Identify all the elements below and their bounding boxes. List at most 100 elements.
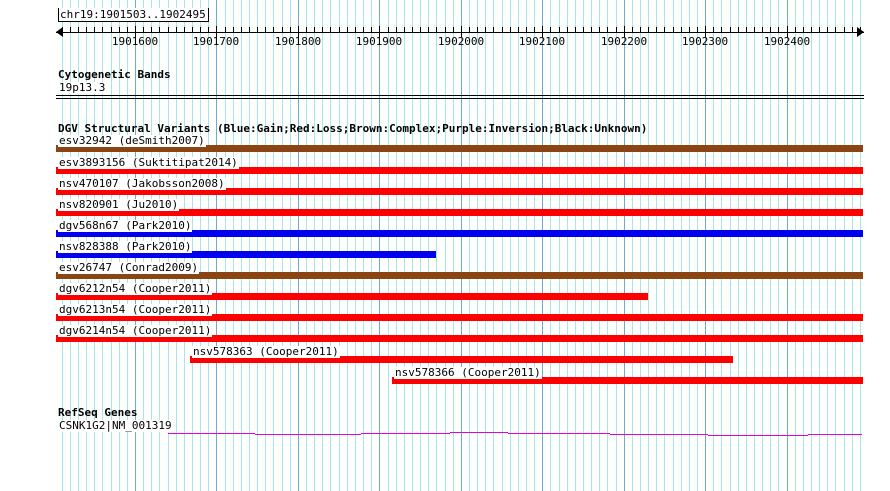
variant-label[interactable]: nsv470107 (Jakobsson2008) (58, 177, 226, 190)
gene-segment[interactable] (610, 434, 708, 435)
gridline-minor (469, 0, 470, 491)
variant-label[interactable]: esv32942 (deSmith2007) (58, 134, 206, 147)
variant-bar[interactable] (190, 356, 733, 363)
gridline-minor (697, 0, 698, 491)
ruler-tick-minor (355, 27, 356, 33)
ruler-tick-minor (632, 27, 633, 33)
gridline-minor (770, 0, 771, 491)
ruler-tick-minor (803, 27, 804, 33)
coordinate-ruler[interactable]: 1901600 1901700 1901800 1901900 1902000 19021… (56, 26, 864, 48)
variant-label[interactable]: nsv828388 (Park2010) (58, 240, 193, 253)
variant-bar[interactable] (56, 335, 863, 342)
variant-bar[interactable] (56, 230, 863, 237)
variant-label[interactable]: dgv6213n54 (Cooper2011) (58, 303, 213, 316)
ruler-tick-label: 1901600 (111, 35, 159, 48)
gridline-minor (559, 0, 560, 491)
gridline-minor (420, 0, 421, 491)
gene-segment[interactable] (508, 433, 610, 434)
ruler-tick-minor (860, 27, 861, 33)
gridline-minor (347, 0, 348, 491)
ruler-tick-minor (70, 27, 71, 33)
variant-label[interactable]: nsv578363 (Cooper2011) (192, 345, 340, 358)
ruler-tick-minor (314, 27, 315, 33)
ruler-tick-minor (664, 27, 665, 33)
variant-bar[interactable] (56, 145, 863, 152)
ruler-tick-minor (445, 27, 446, 33)
variant-label[interactable]: dgv6214n54 (Cooper2011) (58, 324, 213, 337)
ruler-tick-minor (844, 27, 845, 33)
ruler-tick-minor (469, 27, 470, 33)
ruler-tick-minor (485, 27, 486, 33)
gene-segment[interactable] (808, 434, 862, 435)
ruler-tick-minor (730, 27, 731, 33)
ruler-tick-minor (306, 27, 307, 33)
ruler-tick-minor (616, 27, 617, 33)
gridline-minor (550, 0, 551, 491)
variant-bar[interactable] (56, 209, 863, 216)
gene-segment[interactable] (255, 434, 361, 435)
variant-bar[interactable] (56, 293, 648, 300)
variant-bar[interactable] (56, 314, 863, 321)
ruler-tick-label: 1902300 (681, 35, 729, 48)
ruler-tick-label: 1902400 (763, 35, 811, 48)
variant-label[interactable]: esv3893156 (Suktitipat2014) (58, 156, 239, 169)
gridline-minor (803, 0, 804, 491)
variant-label[interactable]: esv26747 (Conrad2009) (58, 261, 200, 274)
ruler-tick-minor (502, 27, 503, 33)
variant-bar[interactable] (56, 167, 863, 174)
ruler-tick-minor (388, 27, 389, 33)
variant-bar[interactable] (56, 272, 863, 279)
gridline-minor (567, 0, 568, 491)
gridline-minor (404, 0, 405, 491)
gridline-minor (493, 0, 494, 491)
gridline-minor (575, 0, 576, 491)
ruler-tick-label: 1902200 (600, 35, 648, 48)
gridline-minor (526, 0, 527, 491)
region-coordinate-label: chr19:1901503..1902495 (58, 8, 209, 22)
gridline-minor (453, 0, 454, 491)
ruler-tick-minor (168, 27, 169, 33)
arrow-left-icon[interactable] (56, 27, 63, 37)
gene-segment[interactable] (361, 433, 450, 434)
gridline-minor (746, 0, 747, 491)
ruler-tick-minor (835, 27, 836, 33)
ruler-tick-minor (559, 27, 560, 33)
ruler-tick-minor (510, 27, 511, 33)
variant-label[interactable]: dgv6212n54 (Cooper2011) (58, 282, 213, 295)
ruler-tick-minor (746, 27, 747, 33)
ruler-tick-minor (640, 27, 641, 33)
ruler-tick-minor (225, 27, 226, 33)
ruler-tick-minor (811, 27, 812, 33)
variant-label[interactable]: nsv820901 (Ju2010) (58, 198, 180, 211)
variant-label[interactable]: nsv578366 (Cooper2011) (394, 366, 542, 379)
gridline-minor (844, 0, 845, 491)
cytoband-divider-top (56, 95, 864, 96)
variant-bar[interactable] (56, 188, 863, 195)
gene-segment[interactable] (450, 432, 508, 433)
gridline-minor (282, 0, 283, 491)
gridline-minor (241, 0, 242, 491)
ruler-tick-minor (827, 27, 828, 33)
gridline-minor (388, 0, 389, 491)
variant-bar[interactable] (392, 377, 863, 384)
gene-label-csnk1g2[interactable]: CSNK1G2|NM_001319 (58, 419, 173, 432)
gridline-minor (518, 0, 519, 491)
section-title-cytogenetic-bands: Cytogenetic Bands (58, 68, 171, 81)
ruler-tick-minor (428, 27, 429, 33)
ruler-tick-label: 1901900 (355, 35, 403, 48)
gridline-minor (827, 0, 828, 491)
gene-segment[interactable] (168, 433, 255, 434)
ruler-tick-minor (607, 27, 608, 33)
cytoband-label[interactable]: 19p13.3 (58, 81, 107, 94)
variant-label[interactable]: dgv568n67 (Park2010) (58, 219, 193, 232)
gene-segment[interactable] (708, 435, 808, 436)
ruler-tick-minor (697, 27, 698, 33)
gridline-minor (607, 0, 608, 491)
gridline-minor (249, 0, 250, 491)
ruler-tick-minor (656, 27, 657, 33)
ruler-tick-minor (436, 27, 437, 33)
gridline-major (542, 0, 543, 491)
variant-bar[interactable] (56, 251, 436, 258)
ruler-tick-label: 1902000 (437, 35, 485, 48)
gridline-minor (640, 0, 641, 491)
